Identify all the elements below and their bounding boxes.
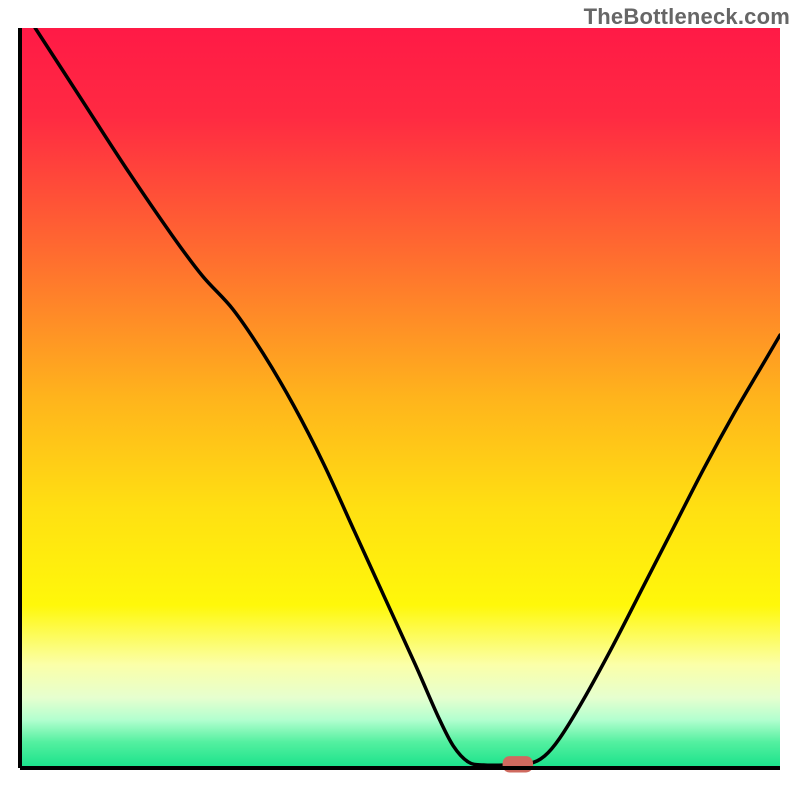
chart-container: TheBottleneck.com <box>0 0 800 800</box>
plot-background <box>20 28 780 768</box>
watermark-text: TheBottleneck.com <box>584 4 790 30</box>
bottleneck-curve-chart <box>0 0 800 800</box>
